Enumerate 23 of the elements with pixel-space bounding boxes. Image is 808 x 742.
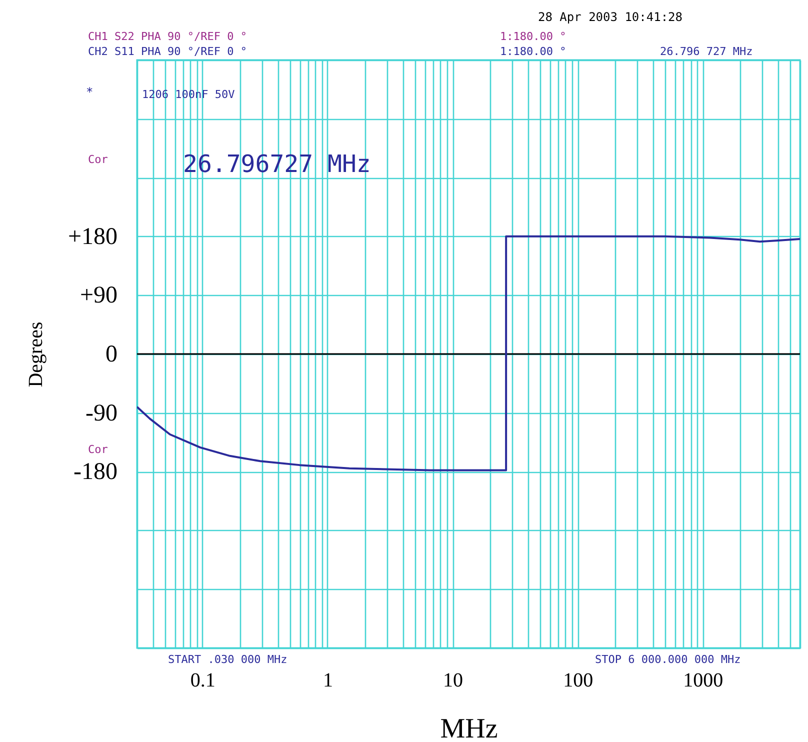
x-tick-label: 10: [443, 670, 464, 692]
x-tick-label: 100: [563, 670, 594, 692]
text: START .030 000 MHz: [168, 653, 288, 666]
x-tick-label: 0.1: [190, 670, 216, 692]
text: CH1 S22 PHA 90 °/REF 0 °: [88, 30, 247, 43]
y-tick-label: -90: [86, 400, 118, 426]
y-tick-label: +180: [68, 224, 118, 250]
text: STOP 6 000.000 000 MHz: [595, 653, 741, 666]
text: *: [86, 85, 94, 99]
x-tick-label: 1: [322, 670, 333, 692]
text: Cor: [88, 153, 108, 166]
text: 28 Apr 2003 10:41:28: [538, 10, 682, 24]
y-tick-label: +90: [80, 282, 118, 309]
y-axis-title: Degrees: [24, 322, 47, 388]
text: 26.796 727 MHz: [660, 45, 753, 58]
text: 1:180.00 °: [500, 30, 566, 43]
text: 1:180.00 °: [500, 45, 566, 58]
y-tick-label: -180: [74, 459, 118, 486]
y-tick-label: 0: [106, 342, 118, 368]
x-tick-label: 1000: [683, 670, 724, 692]
x-axis-title: MHz: [440, 714, 498, 742]
text: CH2 S11 PHA 90 °/REF 0 °: [88, 45, 247, 58]
text: Cor: [88, 443, 108, 456]
